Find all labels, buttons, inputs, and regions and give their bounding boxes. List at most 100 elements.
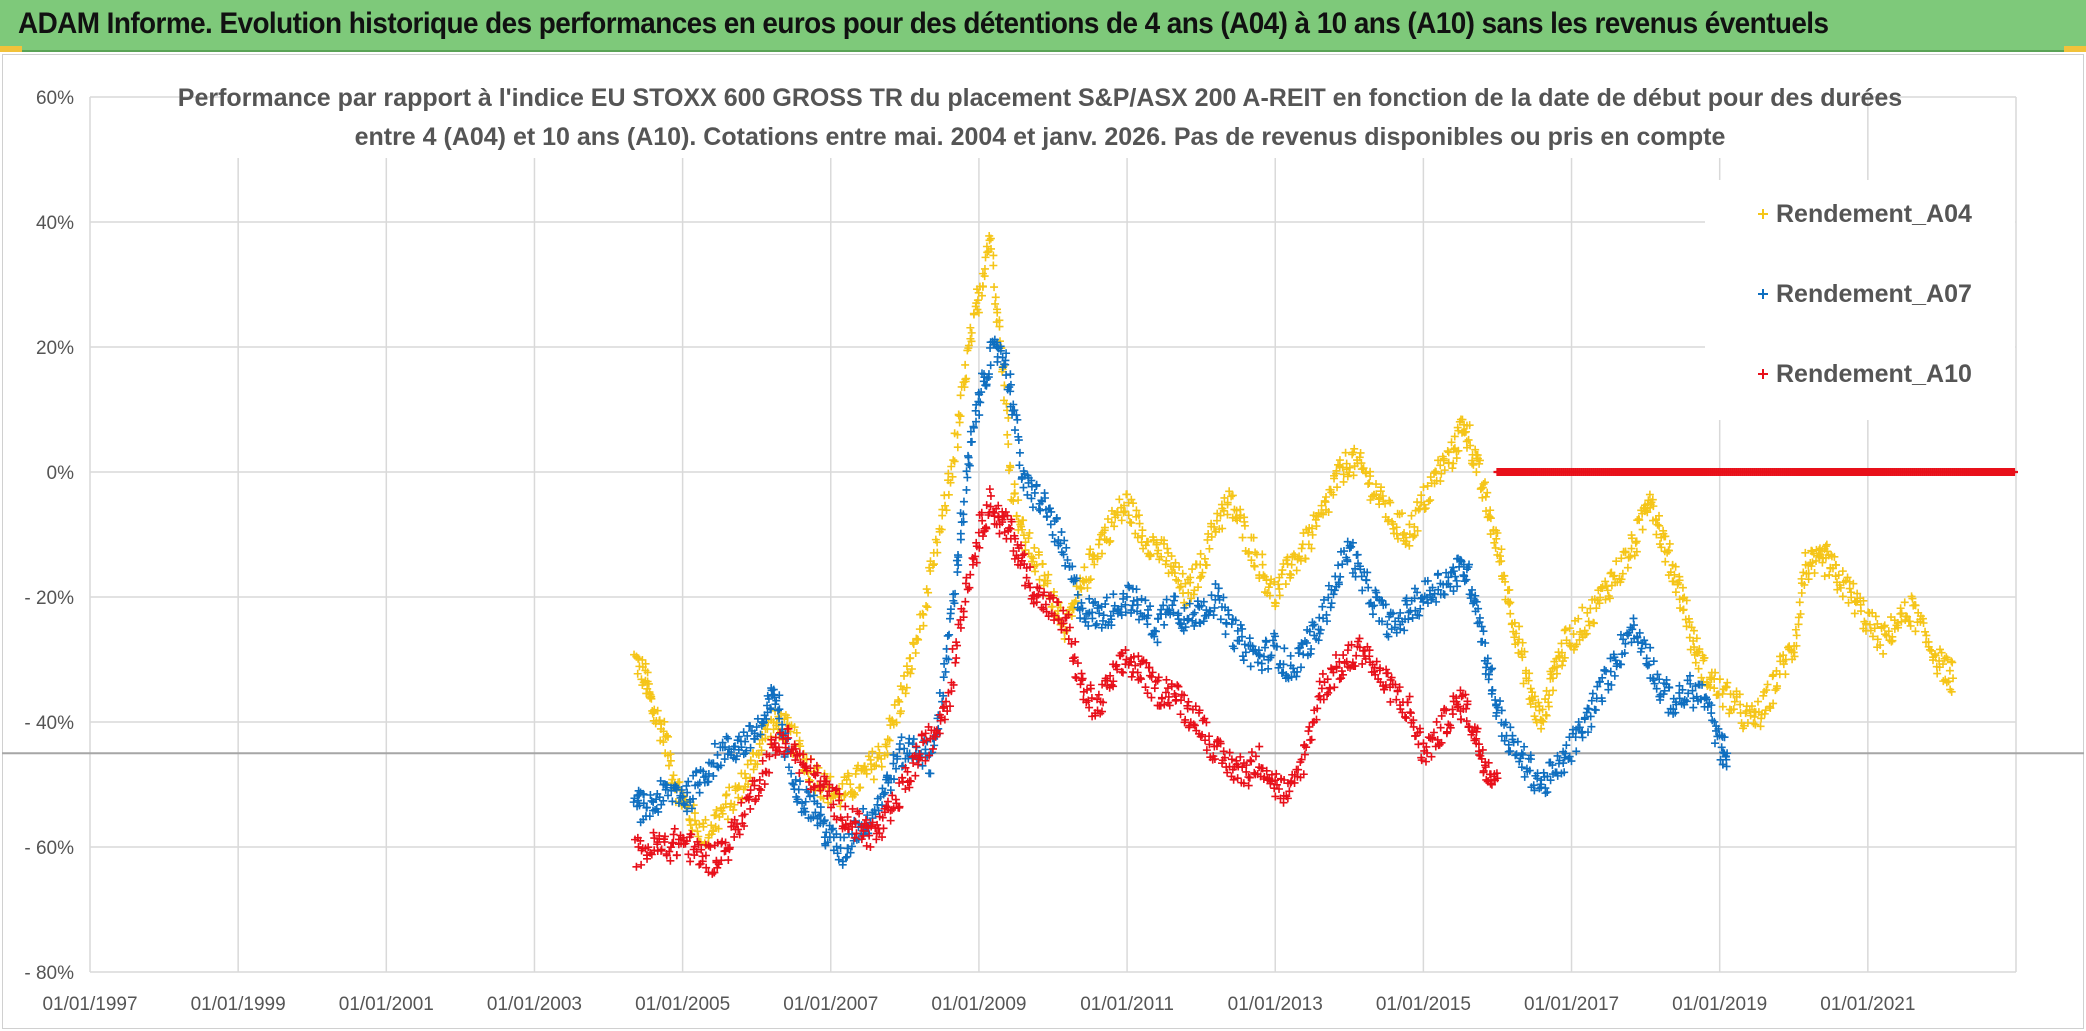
plus-marker	[989, 261, 998, 270]
plus-marker	[1097, 707, 1106, 716]
plus-marker	[1076, 680, 1085, 689]
plus-marker	[1202, 561, 1211, 570]
plus-marker	[1034, 550, 1043, 559]
plus-marker	[1127, 518, 1136, 527]
plus-marker	[1157, 694, 1166, 703]
plus-marker	[1797, 588, 1806, 597]
plus-marker	[938, 704, 947, 713]
plus-marker	[1679, 605, 1688, 614]
plus-marker	[1216, 511, 1225, 520]
plus-marker	[1135, 519, 1144, 528]
plus-marker	[1675, 576, 1684, 585]
plus-marker	[1240, 521, 1249, 530]
plus-marker	[1121, 600, 1130, 609]
plus-marker	[819, 817, 828, 826]
plus-marker	[1113, 511, 1122, 520]
plus-marker	[1335, 657, 1344, 666]
plus-marker	[894, 696, 903, 705]
plus-marker	[1251, 752, 1260, 761]
plus-marker	[953, 430, 962, 439]
plus-marker	[1795, 598, 1804, 607]
plus-marker	[889, 775, 898, 784]
plus-marker	[919, 610, 928, 619]
plus-marker	[895, 802, 904, 811]
plus-marker	[1442, 706, 1451, 715]
x-tick-label: 01/01/1997	[42, 994, 137, 1015]
plus-marker	[1669, 577, 1678, 586]
plus-marker	[734, 825, 743, 834]
plus-marker	[1071, 637, 1080, 646]
plus-marker	[984, 511, 993, 520]
plus-marker	[1084, 621, 1093, 630]
plus-marker	[1386, 498, 1395, 507]
plus-marker	[1443, 447, 1452, 456]
plus-marker	[1132, 585, 1141, 594]
plus-marker	[1530, 692, 1539, 701]
plus-marker	[1513, 737, 1522, 746]
plus-marker	[1306, 649, 1315, 658]
plus-marker	[1189, 720, 1198, 729]
plus-marker	[1419, 597, 1428, 606]
plus-marker	[635, 801, 644, 810]
plus-marker	[1484, 675, 1493, 684]
plus-marker	[1865, 620, 1874, 629]
plus-marker	[645, 693, 654, 702]
plus-marker	[675, 778, 684, 787]
plus-marker	[1448, 464, 1457, 473]
plus-marker	[1199, 597, 1208, 606]
plus-marker	[665, 847, 674, 856]
plus-marker	[1610, 671, 1619, 680]
plus-marker	[2010, 468, 2019, 476]
plus-marker	[1428, 734, 1437, 743]
plus-marker	[1510, 633, 1519, 642]
x-tick-label: 01/01/2005	[635, 994, 730, 1015]
plus-marker	[930, 560, 939, 569]
plus-marker	[981, 253, 990, 262]
plus-marker	[1302, 638, 1311, 647]
plus-marker	[1041, 493, 1050, 502]
plus-marker	[1183, 704, 1192, 713]
plus-marker	[895, 778, 904, 787]
plus-marker	[1593, 682, 1602, 691]
plus-marker	[1632, 547, 1641, 556]
chart-frame	[2, 54, 2084, 1029]
plus-marker	[1468, 459, 1477, 468]
plus-marker	[1378, 596, 1387, 605]
plus-marker	[1723, 749, 1732, 758]
plus-marker	[1408, 613, 1417, 622]
plus-marker	[790, 740, 799, 749]
plus-marker	[843, 844, 852, 853]
plus-marker	[946, 478, 955, 487]
plus-marker	[1493, 774, 1502, 783]
plus-marker	[678, 792, 687, 801]
plus-marker	[1588, 689, 1597, 698]
plus-marker	[1129, 499, 1138, 508]
plus-marker	[1302, 743, 1311, 752]
title-background	[220, 80, 1860, 158]
plus-marker	[639, 678, 648, 687]
plus-marker	[889, 759, 898, 768]
plus-marker	[1499, 571, 1508, 580]
plus-marker	[1085, 703, 1094, 712]
plus-marker	[1474, 740, 1483, 749]
plus-marker	[955, 418, 964, 427]
plus-marker	[1404, 615, 1413, 624]
plus-marker	[1026, 583, 1035, 592]
plus-marker	[1109, 590, 1118, 599]
plus-marker	[1634, 515, 1643, 524]
plus-marker	[1365, 646, 1374, 655]
plus-marker	[654, 807, 663, 816]
plus-marker	[1106, 671, 1115, 680]
plus-marker	[1437, 711, 1446, 720]
plus-marker	[1631, 538, 1640, 547]
plus-marker	[873, 820, 882, 829]
plus-marker	[847, 842, 856, 851]
plus-marker	[1294, 649, 1303, 658]
plus-marker	[655, 793, 664, 802]
plus-marker	[977, 388, 986, 397]
plus-marker	[1235, 636, 1244, 645]
plus-marker	[1423, 481, 1432, 490]
plus-marker	[1121, 507, 1129, 516]
plus-marker	[1331, 651, 1340, 660]
